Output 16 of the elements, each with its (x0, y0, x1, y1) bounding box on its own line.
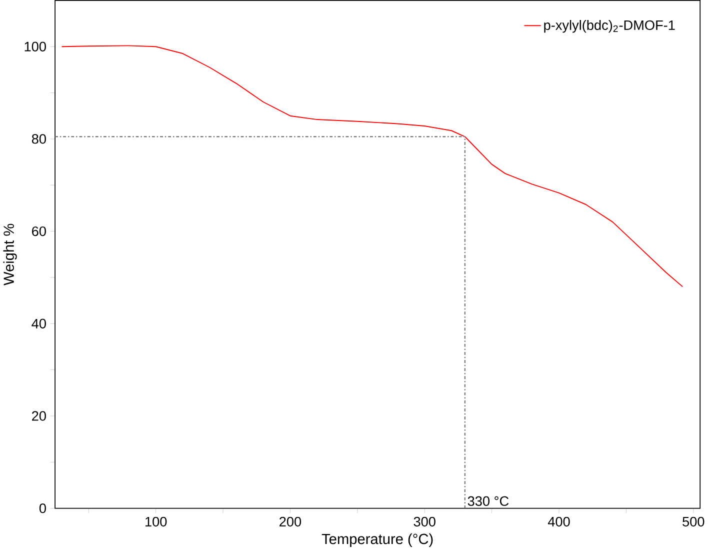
ref-line-label: 330 °C (468, 496, 509, 506)
x-axis-title: Temperature (°C) (322, 533, 433, 547)
line-series (61, 45, 684, 288)
y-tick-label: 0 (39, 503, 46, 514)
x-tick-label: 400 (548, 516, 570, 526)
y-tick-label: 80 (32, 134, 46, 144)
x-tick-label: 500 (682, 516, 704, 526)
legend-label: p-xylyl(bdc)$_{2}$-DMOF-1 (544, 20, 675, 33)
y-axis-title: Weight % (3, 224, 17, 286)
y-tick-label: 20 (32, 411, 46, 421)
y-tick-label: 100 (24, 42, 46, 52)
x-tick-label: 100 (146, 516, 167, 526)
y-tick-label: 40 (32, 318, 46, 328)
x-tick-label: 300 (414, 516, 436, 526)
x-tick-label: 200 (280, 516, 302, 526)
y-tick-label: 60 (32, 226, 46, 236)
